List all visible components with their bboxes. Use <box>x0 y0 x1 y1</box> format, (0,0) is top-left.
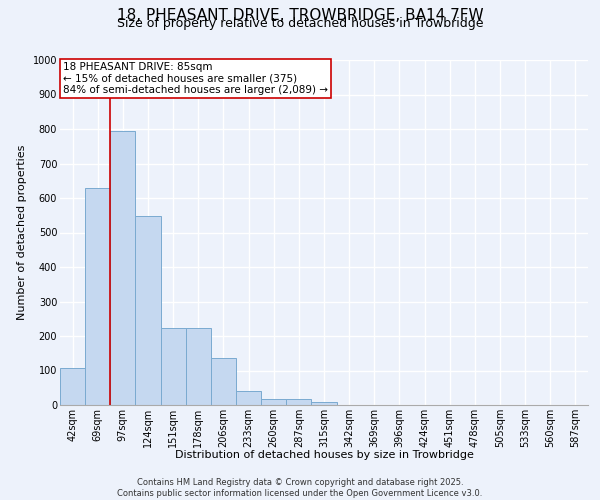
Bar <box>286 399 311 405</box>
Bar <box>60 368 85 405</box>
Bar <box>186 328 211 405</box>
Bar <box>261 399 286 405</box>
Text: 18, PHEASANT DRIVE, TROWBRIDGE, BA14 7FW: 18, PHEASANT DRIVE, TROWBRIDGE, BA14 7FW <box>116 8 484 22</box>
Bar <box>161 328 186 405</box>
Text: Contains HM Land Registry data © Crown copyright and database right 2025.
Contai: Contains HM Land Registry data © Crown c… <box>118 478 482 498</box>
Text: 18 PHEASANT DRIVE: 85sqm
← 15% of detached houses are smaller (375)
84% of semi-: 18 PHEASANT DRIVE: 85sqm ← 15% of detach… <box>62 62 328 95</box>
Bar <box>85 188 110 405</box>
Bar <box>236 390 261 405</box>
Y-axis label: Number of detached properties: Number of detached properties <box>17 145 27 320</box>
Text: Distribution of detached houses by size in Trowbridge: Distribution of detached houses by size … <box>175 450 473 460</box>
Bar <box>110 130 136 405</box>
Text: Size of property relative to detached houses in Trowbridge: Size of property relative to detached ho… <box>117 18 483 30</box>
Bar <box>311 402 337 405</box>
Bar <box>136 216 161 405</box>
Bar <box>211 358 236 405</box>
